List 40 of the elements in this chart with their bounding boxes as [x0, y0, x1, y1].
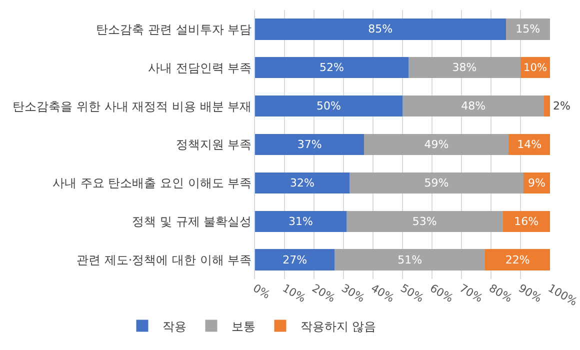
y-tick-label: 사내 주요 탄소배출 요인 이해도 부족	[52, 176, 252, 190]
x-tick-label: 20%	[310, 282, 338, 306]
data-label: 52%	[319, 61, 344, 74]
data-label: 37%	[297, 138, 322, 151]
x-tick-label: 80%	[486, 282, 514, 306]
x-tick-label: 50%	[398, 282, 426, 306]
data-label: 32%	[290, 176, 314, 190]
data-label: 49%	[424, 138, 449, 151]
data-label: 31%	[288, 214, 313, 228]
x-tick-label: 10%	[280, 282, 308, 306]
data-label: 50%	[316, 100, 341, 113]
data-label: 85%	[368, 22, 393, 36]
legend-label: 작용	[162, 319, 186, 334]
legend-label: 보통	[231, 319, 256, 334]
data-label: 38%	[452, 61, 477, 74]
x-tick-label: 60%	[428, 282, 456, 306]
data-label: 15%	[516, 22, 540, 36]
data-label: 22%	[505, 253, 530, 266]
data-label: 10%	[524, 62, 547, 74]
data-label: 53%	[412, 214, 437, 228]
x-tick-label: 70%	[457, 282, 485, 306]
data-label: 59%	[424, 176, 449, 190]
y-tick-label: 정책 및 규제 불확실성	[132, 214, 252, 229]
y-tick-label: 정책지원 부족	[176, 138, 252, 152]
data-label: 27%	[282, 253, 308, 266]
data-label: 51%	[398, 253, 422, 266]
data-label: 14%	[517, 138, 542, 151]
x-tick-label: 40%	[368, 282, 396, 306]
x-tick-label: 30%	[339, 282, 367, 306]
data-label: 16%	[514, 214, 539, 228]
data-label: 48%	[461, 100, 486, 113]
y-tick-label: 탄소감축 관련 설비투자 부담	[96, 22, 252, 36]
legend-label: 작용하지 않음	[300, 319, 376, 334]
y-tick-label: 탄소감축을 위한 사내 재정적 비용 배분 부재	[12, 99, 252, 114]
data-label: 9%	[528, 176, 546, 190]
y-tick-label: 사내 전담인력 부족	[148, 60, 252, 75]
y-tick-label: 관련 제도·정책에 대한 이해 부족	[76, 252, 252, 267]
data-label: 2%	[553, 100, 570, 113]
x-tick-label: 90%	[516, 282, 544, 306]
x-tick-label: 0%	[250, 282, 272, 302]
